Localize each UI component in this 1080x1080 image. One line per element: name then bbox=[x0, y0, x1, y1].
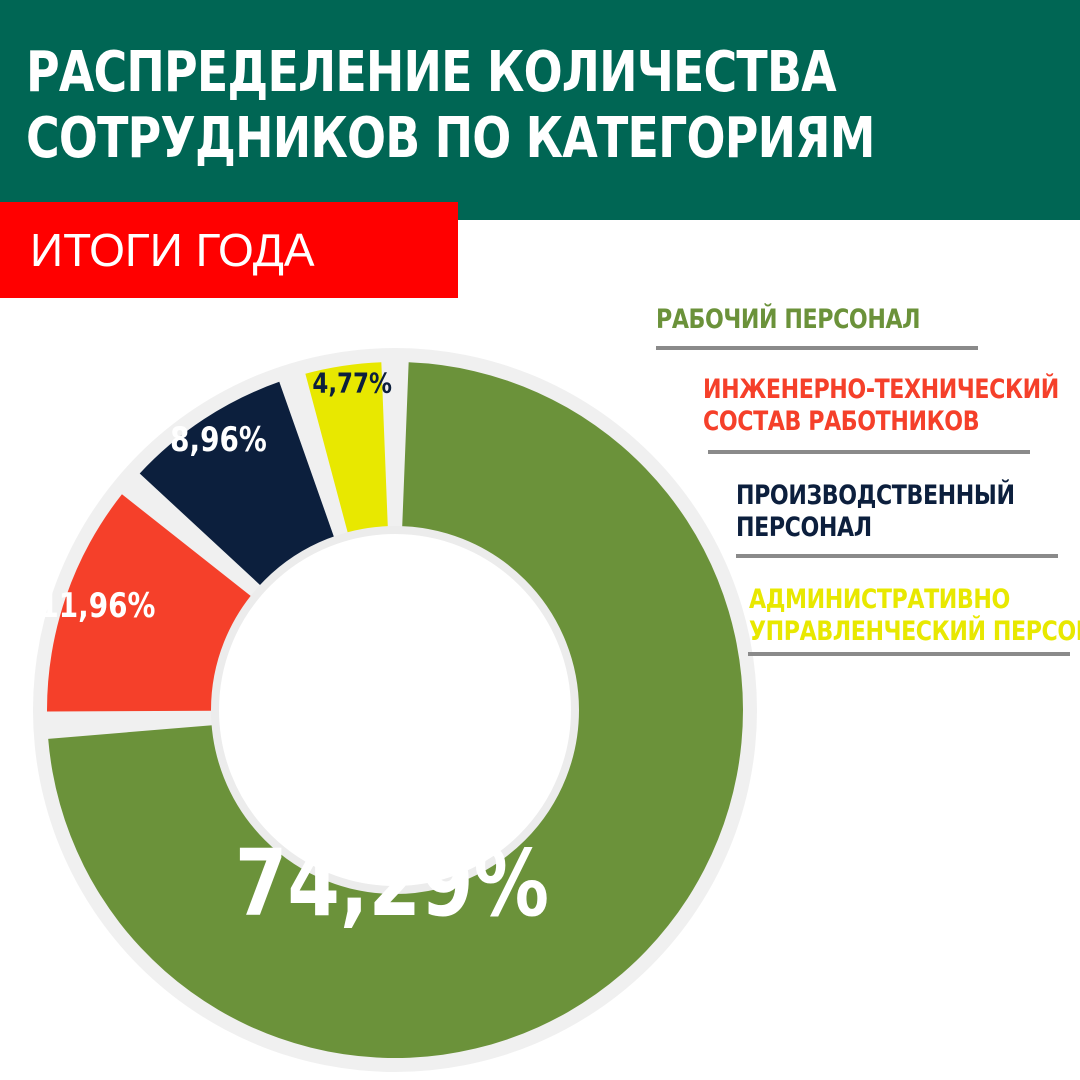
legend-item-1: РАБОЧИЙ ПЕРСОНАЛ bbox=[656, 304, 921, 336]
title-line-1: РАСПРЕДЕЛЕНИЕ КОЛИЧЕСТВА bbox=[26, 40, 837, 105]
legend-divider-4 bbox=[748, 652, 1070, 656]
subtitle-band: ИТОГИ ГОДА bbox=[0, 202, 458, 298]
slice-label-3: 8,96% bbox=[170, 421, 267, 460]
slice-1 bbox=[48, 362, 743, 1058]
legend-item-4-line-2: УПРАВЛЕНЧЕСКИЙ ПЕРСОНАЛ bbox=[749, 616, 1080, 647]
subtitle: ИТОГИ ГОДА bbox=[30, 224, 315, 276]
donut-hole bbox=[211, 526, 579, 894]
legend-divider-3 bbox=[736, 554, 1058, 558]
header-banner: РАСПРЕДЕЛЕНИЕ КОЛИЧЕСТВА СОТРУДНИКОВ ПО … bbox=[0, 0, 1080, 220]
slice-4 bbox=[305, 362, 388, 535]
slice-2 bbox=[47, 494, 253, 712]
legend-divider-1 bbox=[656, 346, 978, 350]
legend-divider-2 bbox=[708, 450, 1030, 454]
legend-item-2-line-1: ИНЖЕНЕРНО-ТЕХНИЧЕСКИЙ bbox=[703, 374, 1059, 405]
legend-item-3-line-1: ПРОИЗВОДСТВЕННЫЙ bbox=[736, 480, 1015, 511]
legend-item-2-line-2: СОСТАВ РАБОТНИКОВ bbox=[703, 406, 980, 437]
slice-label-2: 11,96% bbox=[39, 587, 155, 626]
slice-3 bbox=[139, 381, 335, 587]
legend-item-1-line-1: РАБОЧИЙ ПЕРСОНАЛ bbox=[656, 304, 921, 335]
slice-label-4: 4,77% bbox=[312, 367, 392, 400]
legend-item-2: ИНЖЕНЕРНО-ТЕХНИЧЕСКИЙ СОСТАВ РАБОТНИКОВ bbox=[703, 374, 1059, 438]
legend-item-3: ПРОИЗВОДСТВЕННЫЙ ПЕРСОНАЛ bbox=[736, 480, 1015, 544]
title-line-2: СОТРУДНИКОВ ПО КАТЕГОРИЯМ bbox=[26, 106, 875, 171]
legend-item-4-line-1: АДМИНИСТРАТИВНО bbox=[749, 584, 1010, 615]
page-title: РАСПРЕДЕЛЕНИЕ КОЛИЧЕСТВА СОТРУДНИКОВ ПО … bbox=[26, 40, 875, 172]
legend-item-3-line-2: ПЕРСОНАЛ bbox=[736, 512, 872, 543]
slice-label-1: 74,29% bbox=[235, 830, 549, 937]
